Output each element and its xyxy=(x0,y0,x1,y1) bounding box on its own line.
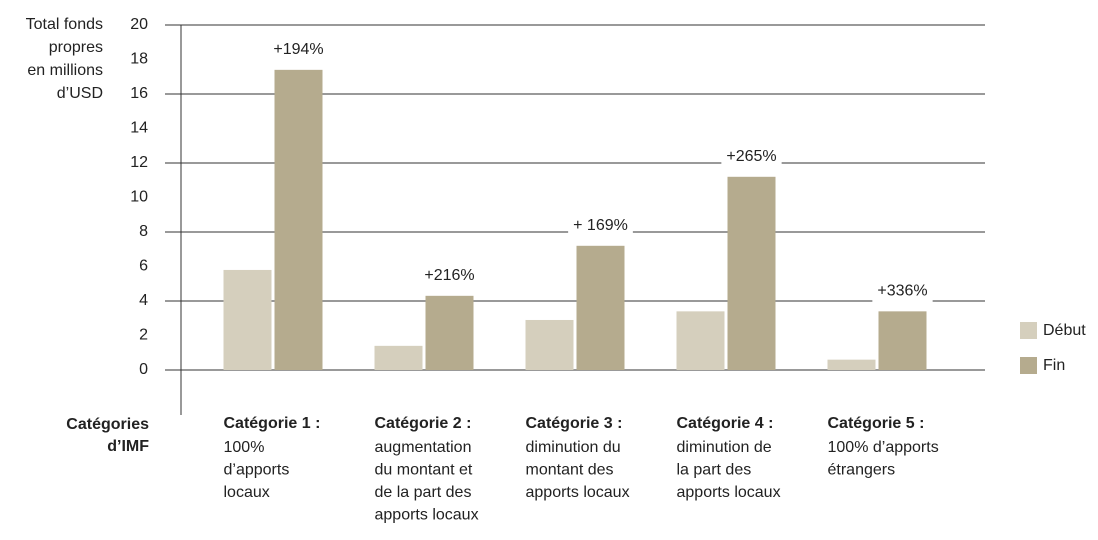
bar xyxy=(878,311,927,370)
category-description: montant des xyxy=(526,462,614,479)
category-description: diminution du xyxy=(526,439,621,456)
y-tick-label: 6 xyxy=(139,258,148,275)
y-axis-label: propres xyxy=(49,39,103,56)
y-tick-label: 0 xyxy=(139,361,148,378)
annotation-bg xyxy=(872,280,933,303)
bar xyxy=(576,245,625,370)
y-tick-label: 14 xyxy=(130,120,148,137)
legend-swatch xyxy=(1020,322,1037,339)
y-tick-label: 10 xyxy=(130,189,148,206)
y-tick-label: 4 xyxy=(139,292,148,309)
x-axis-label: d’IMF xyxy=(107,438,149,455)
category-description: apports locaux xyxy=(526,484,630,501)
annotation: +265% xyxy=(726,148,776,165)
category-description: d’apports xyxy=(224,462,290,479)
annotation-bg xyxy=(268,38,329,61)
x-tick-label: Catégorie 4 : xyxy=(677,415,774,432)
x-tick-label: Catégorie 3 : xyxy=(526,415,623,432)
bar xyxy=(425,295,474,370)
category-description: locaux xyxy=(224,484,270,501)
category-description: du montant et xyxy=(375,462,473,479)
x-axis-label: Catégories xyxy=(66,416,149,433)
annotation: +216% xyxy=(424,267,474,284)
y-axis-label: d’USD xyxy=(57,85,103,102)
category-description: apports locaux xyxy=(375,507,479,524)
y-tick-label: 2 xyxy=(139,327,148,344)
annotation-bg xyxy=(568,214,633,237)
category-description: étrangers xyxy=(828,462,896,479)
y-tick-label: 20 xyxy=(130,16,148,33)
annotation-bg xyxy=(419,264,480,287)
y-tick-label: 16 xyxy=(130,85,148,102)
legend-swatch xyxy=(1020,357,1037,374)
x-tick-label: Catégorie 2 : xyxy=(375,415,472,432)
y-tick-label: 8 xyxy=(139,223,148,240)
y-axis-label: en millions xyxy=(27,62,103,79)
category-description: diminution de xyxy=(677,439,772,456)
bar xyxy=(274,69,323,370)
category-description: 100% d’apports xyxy=(828,439,939,456)
x-tick-label: Catégorie 5 : xyxy=(828,415,925,432)
legend-label: Début xyxy=(1043,322,1086,339)
annotation: +336% xyxy=(877,283,927,300)
y-tick-label: 18 xyxy=(130,51,148,68)
bar xyxy=(727,176,776,370)
bar xyxy=(827,359,876,370)
category-description: augmentation xyxy=(375,439,472,456)
annotation: +194% xyxy=(273,41,323,58)
y-axis-label: Total fonds xyxy=(26,16,103,33)
legend-label: Fin xyxy=(1043,357,1065,374)
annotation: + 169% xyxy=(573,217,628,234)
bar xyxy=(374,345,423,370)
bar xyxy=(676,311,725,370)
annotation-bg xyxy=(721,145,782,168)
x-tick-label: Catégorie 1 : xyxy=(224,415,321,432)
category-description: la part des xyxy=(677,462,752,479)
category-description: 100% xyxy=(224,439,265,456)
category-description: de la part des xyxy=(375,484,472,501)
category-description: apports locaux xyxy=(677,484,781,501)
y-tick-label: 12 xyxy=(130,154,148,171)
bar xyxy=(525,319,574,370)
bar xyxy=(223,269,272,370)
